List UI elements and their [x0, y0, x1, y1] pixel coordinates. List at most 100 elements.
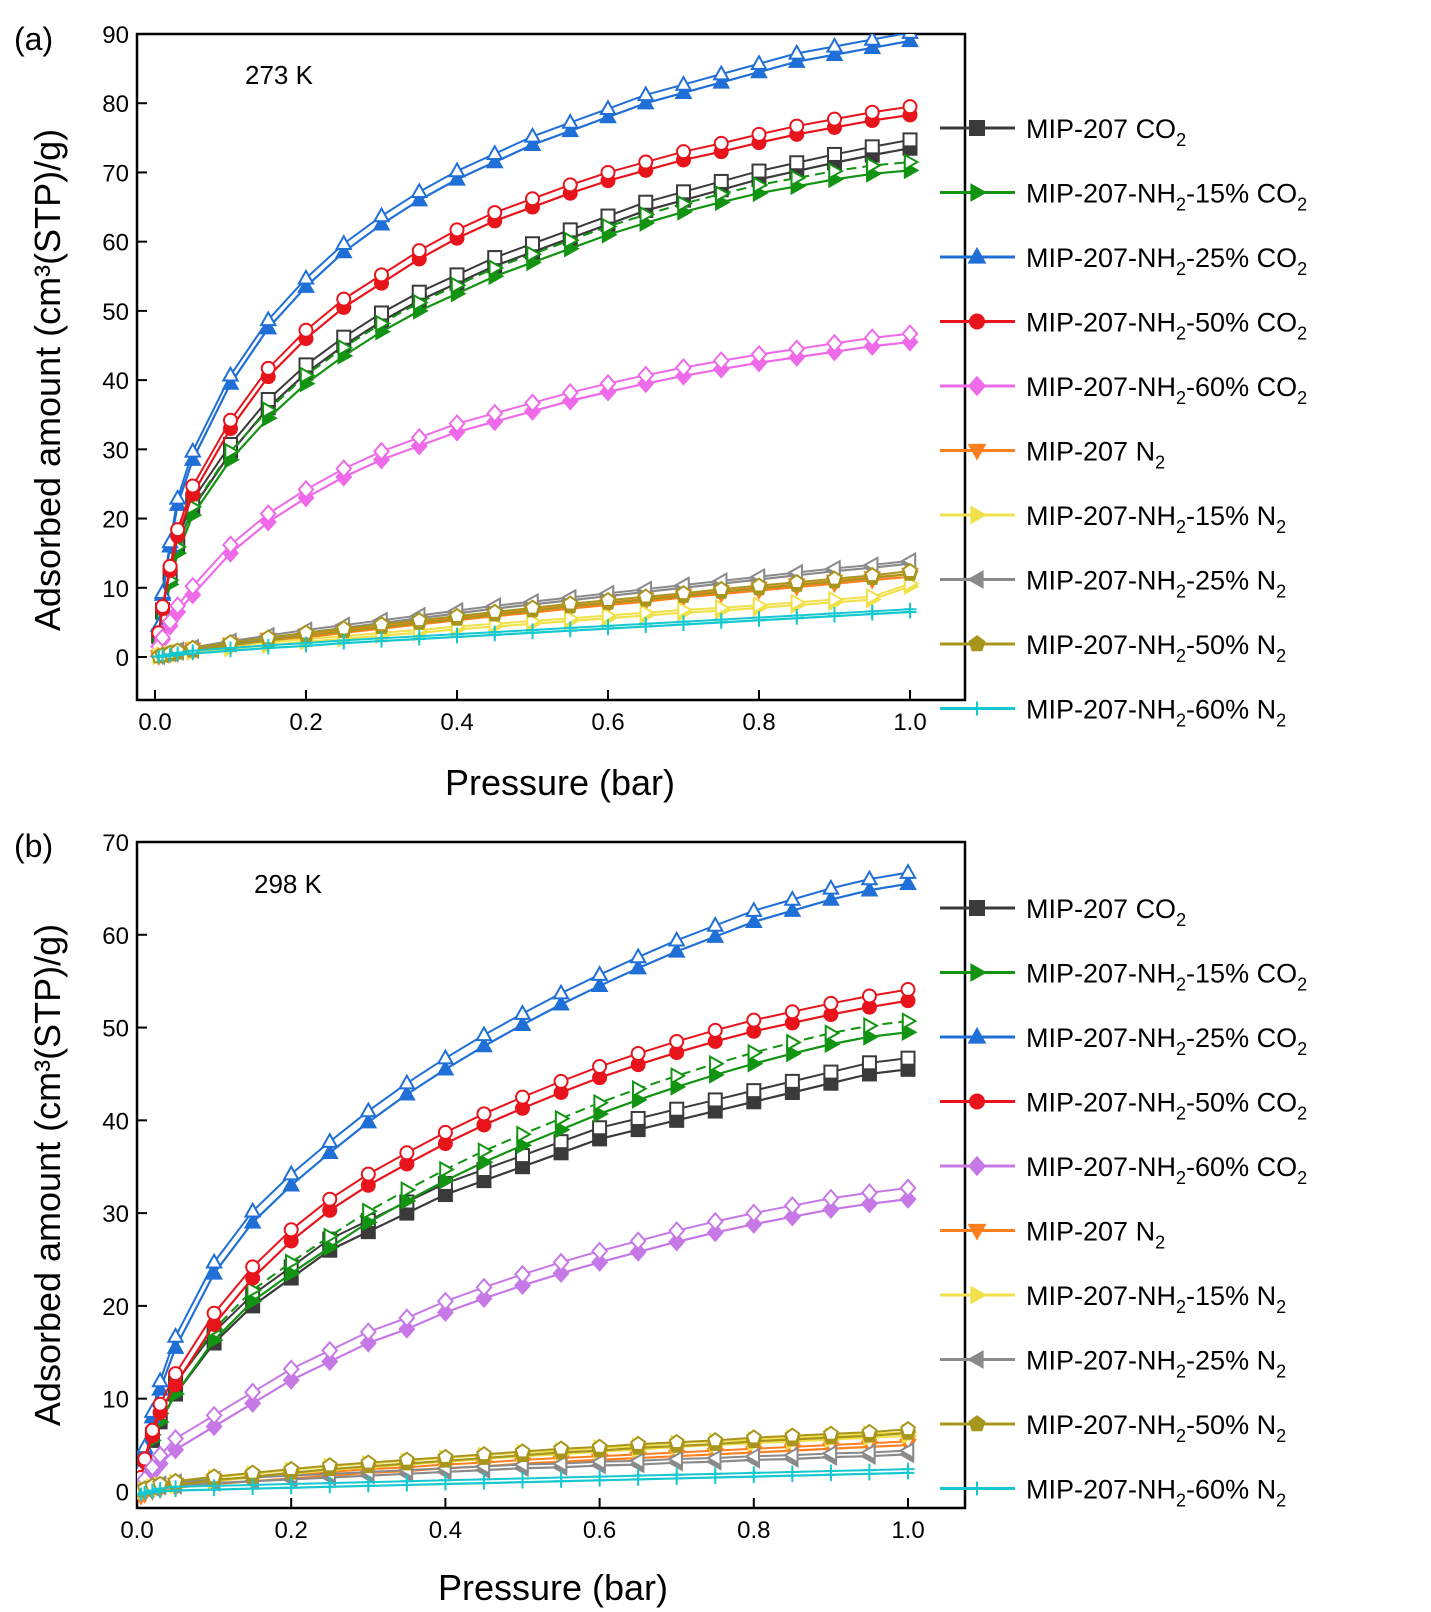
data-point	[745, 1203, 763, 1223]
legend-item: MIP-207-NH2-25% CO2	[940, 243, 1307, 279]
data-point	[551, 1454, 568, 1473]
panel-a-y-axis-label: Adsorbed amount (cm³(STP)/g)	[27, 129, 68, 631]
data-point	[224, 641, 237, 655]
legend-marker	[969, 313, 985, 330]
data-point	[785, 1465, 799, 1479]
data-point	[712, 72, 731, 89]
data-point	[298, 322, 314, 338]
data-point	[674, 75, 693, 91]
data-point	[514, 1264, 531, 1284]
data-point	[752, 176, 769, 194]
data-point	[824, 1464, 838, 1478]
data-point	[744, 901, 763, 917]
data-point	[561, 121, 580, 138]
legend-item: MIP-207 CO2	[940, 114, 1186, 150]
y-tick-label: 40	[102, 1108, 129, 1135]
y-tick-label: 40	[102, 368, 129, 395]
data-point	[373, 616, 390, 632]
data-point	[282, 1175, 301, 1192]
data-point	[859, 1443, 876, 1462]
data-point	[637, 588, 654, 604]
data-point	[436, 1291, 454, 1311]
data-point	[629, 1242, 647, 1262]
series-3	[137, 982, 916, 1486]
legend-label: MIP-207-NH2-50% N2	[1026, 630, 1286, 666]
data-point	[320, 1132, 339, 1148]
data-point	[714, 613, 728, 627]
x-tick-label: 0.2	[289, 709, 322, 736]
legend-item: MIP-207 N2	[940, 437, 1165, 473]
legend-marker	[968, 1415, 986, 1432]
legend-label: MIP-207-NH2-60% N2	[1026, 695, 1286, 731]
data-point	[630, 1435, 647, 1451]
data-point	[786, 1044, 802, 1063]
data-point	[450, 627, 464, 641]
data-point	[822, 878, 840, 895]
data-point	[863, 328, 881, 348]
legend-marker	[966, 570, 984, 589]
data-point	[475, 1445, 492, 1462]
data-point	[899, 863, 917, 879]
legend-marker	[970, 1481, 984, 1496]
panel-a-label: (a)	[14, 21, 53, 57]
data-point	[751, 577, 767, 593]
data-point	[372, 206, 391, 223]
data-point	[262, 401, 278, 419]
data-point	[151, 1445, 169, 1465]
data-point	[171, 646, 185, 660]
data-point	[674, 83, 693, 100]
series-line-adsorption	[157, 39, 911, 626]
data-point	[599, 107, 617, 124]
panel-b-ticks: 0.0 0.2 0.4 0.6 0.8 1.0 0 10 20 30 40 50 60 70	[102, 830, 924, 1544]
data-point	[746, 1083, 762, 1099]
data-point	[638, 194, 654, 210]
data-point	[677, 615, 690, 629]
data-point	[862, 1463, 876, 1477]
legend-label: MIP-207-NH2-25% N2	[1026, 566, 1286, 602]
data-point	[475, 1277, 493, 1297]
data-point	[321, 1351, 339, 1372]
data-point	[513, 1015, 532, 1031]
legend-item: MIP-207-NH2-50% N2	[940, 1410, 1286, 1446]
data-point	[168, 1366, 184, 1382]
data-point	[864, 104, 880, 120]
data-point	[861, 1423, 878, 1439]
data-point	[903, 602, 917, 616]
data-point	[143, 1457, 161, 1477]
data-point	[899, 1189, 917, 1209]
data-point	[552, 983, 570, 1000]
y-tick-label: 0	[116, 1479, 129, 1506]
data-point	[554, 1120, 571, 1139]
data-point	[636, 85, 655, 102]
legend-item: MIP-207-NH2-25% N2	[940, 1346, 1286, 1382]
data-point	[601, 606, 618, 625]
data-point	[526, 623, 539, 637]
data-point	[205, 1405, 223, 1426]
data-point	[593, 1104, 610, 1123]
data-point	[746, 1012, 762, 1028]
data-point	[668, 1433, 685, 1450]
legend-item: MIP-207-NH2-15% CO2	[940, 179, 1307, 215]
data-point	[362, 1202, 378, 1221]
data-point	[282, 1370, 300, 1390]
data-point	[783, 1196, 801, 1216]
x-tick-label: 0.0	[120, 1517, 153, 1544]
series-line-desorption	[157, 138, 911, 637]
data-point	[243, 1212, 262, 1229]
data-point	[477, 1472, 491, 1486]
data-point	[515, 1089, 530, 1105]
data-point	[411, 243, 427, 259]
data-point	[282, 1359, 300, 1379]
panel-a-legend: MIP-207 CO2 MIP-207-NH2-15% CO2 MIP-207-NH…	[940, 114, 1307, 731]
data-point	[167, 1428, 185, 1449]
data-point	[260, 360, 276, 376]
panel-b-plot-frame	[135, 840, 967, 1510]
legend-label: MIP-207-NH2-15% N2	[1026, 1281, 1286, 1317]
legend-label: MIP-207-NH2-15% CO2	[1026, 179, 1307, 215]
legend-item: MIP-207 CO2	[940, 894, 1186, 930]
data-point	[750, 62, 768, 79]
data-point	[475, 1036, 493, 1053]
series-9	[137, 1462, 915, 1501]
data-point	[902, 132, 918, 148]
data-point	[375, 631, 388, 645]
